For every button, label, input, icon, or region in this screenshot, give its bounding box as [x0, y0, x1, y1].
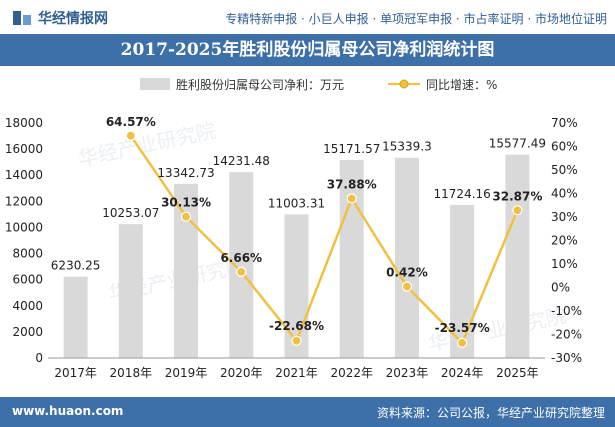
y-left-tick-label: 2000 — [12, 325, 43, 339]
chart-svg: 华经产业研究院华经产业研究院华经产业研究院 胜利股份归属母公司净利：万元同比增速… — [5, 77, 582, 380]
growth-point — [180, 211, 192, 222]
title-bar: 2017-2025年胜利股份归属母公司净利润统计图 — [0, 34, 615, 66]
growth-point — [236, 266, 247, 277]
y-right-tick-label: 60% — [551, 140, 578, 154]
footer-source: 资料来源：公司公报，华经产业研究院整理 — [376, 406, 605, 420]
y-right-tick-label: 10% — [551, 257, 578, 271]
x-tick-label: 2023年 — [386, 366, 429, 380]
services-text: 专精特新申报 · 小巨人申报 · 单项冠军申报 · 市占率证明 · 市场地位证明 — [225, 12, 607, 26]
bar — [394, 157, 419, 358]
y-right-tick-label: 50% — [551, 163, 578, 177]
x-tick-label: 2025年 — [496, 366, 539, 380]
bar-value-label: 15339.3 — [382, 140, 432, 154]
growth-value-label: 0.42% — [386, 266, 428, 280]
y-left-tick-label: 4000 — [12, 299, 43, 313]
x-tick-label: 2020年 — [220, 366, 263, 380]
y-left-tick-label: 8000 — [12, 247, 43, 261]
y-right-tick-label: -30% — [551, 351, 582, 365]
y-right-tick-label: -20% — [551, 328, 582, 342]
x-tick-label: 2019年 — [165, 366, 208, 380]
chart-area: 华经产业研究院华经产业研究院华经产业研究院 胜利股份归属母公司净利：万元同比增速… — [0, 66, 615, 396]
growth-point — [291, 335, 302, 346]
brand-logo[interactable]: 华经情报网 — [12, 8, 108, 28]
y-right-tick-label: -10% — [551, 304, 582, 318]
y-left-tick-label: 10000 — [5, 220, 43, 234]
bar — [174, 183, 199, 358]
bar-value-label: 10253.07 — [102, 206, 159, 220]
y-left-tick-label: 6000 — [12, 273, 43, 287]
legend-line-marker — [399, 79, 409, 89]
bar — [450, 204, 475, 358]
y-left-tick-label: 18000 — [5, 116, 43, 130]
x-tick-label: 2017年 — [54, 366, 97, 380]
y-left-tick-label: 12000 — [5, 194, 43, 208]
bar — [339, 159, 364, 358]
brand-name: 华经情报网 — [38, 11, 108, 27]
bar — [63, 276, 88, 358]
bar-value-label: 6230.25 — [51, 259, 101, 273]
legend-bar-swatch — [140, 78, 170, 90]
x-tick-label: 2021年 — [275, 366, 318, 380]
growth-value-label: 32.87% — [492, 189, 542, 203]
chart-title: 2017-2025年胜利股份归属母公司净利润统计图 — [120, 40, 495, 60]
y-left-tick-label: 16000 — [5, 142, 43, 156]
bar-value-label: 15577.49 — [489, 137, 546, 151]
bar-value-label: 13342.73 — [157, 166, 214, 180]
bar — [118, 224, 143, 358]
bar-value-label: 11724.16 — [434, 187, 491, 201]
bar-value-label: 14231.48 — [213, 154, 270, 168]
footer-bar: www.huaon.com 资料来源：公司公报，华经产业研究院整理 — [0, 397, 615, 427]
bar-value-label: 11003.31 — [268, 196, 325, 210]
bar-value-label: 15171.57 — [323, 142, 380, 156]
growth-point — [125, 130, 136, 141]
growth-value-label: -22.68% — [269, 319, 324, 333]
y-left-tick-label: 14000 — [5, 168, 43, 182]
growth-point — [346, 193, 357, 204]
growth-point — [512, 205, 523, 216]
y-right-tick-label: 40% — [551, 187, 578, 201]
growth-value-label: 30.13% — [161, 196, 211, 210]
y-right-tick-label: 30% — [551, 210, 578, 224]
top-bar: 华经情报网 专精特新申报 · 小巨人申报 · 单项冠军申报 · 市占率证明 · … — [0, 0, 615, 34]
x-tick-label: 2022年 — [330, 366, 373, 380]
y-right-tick-label: 20% — [551, 234, 578, 248]
brand-logo-icon — [13, 11, 31, 25]
growth-value-label: 6.66% — [220, 251, 262, 265]
x-tick-label: 2024年 — [441, 366, 484, 380]
legend-bar-label: 胜利股份归属母公司净利：万元 — [176, 77, 344, 92]
growth-point — [457, 337, 468, 348]
growth-line — [129, 135, 519, 346]
y-left-tick-label: 0 — [35, 351, 43, 365]
bar — [505, 154, 530, 358]
growth-value-label: -23.57% — [435, 321, 490, 335]
bar — [284, 214, 309, 358]
growth-point — [401, 281, 413, 292]
growth-value-label: 64.57% — [106, 115, 156, 129]
y-right-tick-label: 70% — [551, 116, 578, 130]
x-tick-label: 2018年 — [110, 366, 153, 380]
growth-value-label: 37.88% — [327, 177, 377, 191]
y-right-tick-label: 0% — [551, 281, 570, 295]
footer-site[interactable]: www.huaon.com — [12, 404, 124, 418]
legend-line-label: 同比增速：% — [426, 78, 497, 92]
